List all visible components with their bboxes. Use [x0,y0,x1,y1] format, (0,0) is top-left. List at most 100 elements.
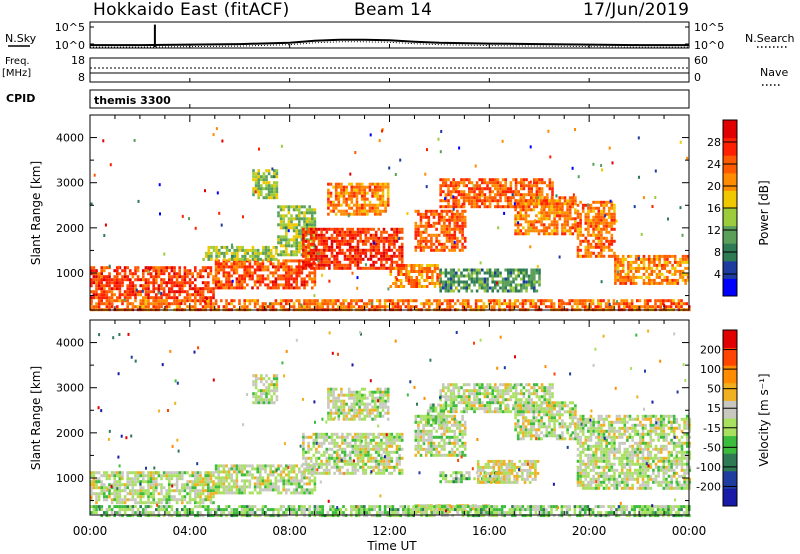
data-cell [366,209,369,213]
data-cell [335,257,339,261]
data-cell [131,477,135,481]
data-cell [175,477,179,481]
data-cell [162,302,166,306]
data-cell [160,272,163,276]
data-cell [165,495,168,499]
data-cell [207,266,210,270]
data-cell [643,305,647,309]
data-cell [517,193,520,197]
data-cell [381,194,385,198]
data-cell [447,277,450,281]
data-cell [519,211,523,215]
data-cell [514,199,517,203]
data-cell [149,501,153,505]
data-cell [452,190,455,194]
data-speckle [204,189,206,193]
data-cell [298,250,301,254]
data-cell [173,272,176,276]
data-cell [333,227,336,231]
data-cell [181,483,184,487]
data-cell [614,263,617,267]
data-cell [535,226,538,230]
data-cell [571,223,575,227]
data-cell [568,229,572,233]
data-cell [103,290,106,294]
data-cell [386,194,390,198]
data-cell [168,293,171,297]
data-cell [157,498,161,502]
data-cell [259,473,262,477]
data-cell [462,280,466,284]
data-cell [252,383,255,387]
data-cell [300,485,304,489]
data-cell [571,202,575,206]
data-cell [298,241,301,245]
data-cell [308,482,311,486]
data-cell [673,260,677,264]
data-cell [287,223,291,227]
data-cell [470,268,474,272]
data-speckle [381,129,383,133]
data-cell [212,296,215,300]
data-speckle [109,163,112,167]
data-cell [617,302,621,306]
data-speckle [356,276,359,280]
data-cell [230,488,233,492]
data-cell [103,293,106,297]
data-cell [338,465,342,469]
data-cell [282,485,285,489]
data-cell [243,271,246,275]
data-cell [303,277,306,281]
data-cell [514,217,517,221]
data-cell [372,254,375,258]
data-cell [353,185,356,189]
data-cell [453,233,457,237]
data-cell [581,209,585,213]
data-cell [348,260,352,264]
data-cell [300,238,304,242]
data-cell [222,485,226,489]
data-cell [317,248,321,252]
data-cell [201,498,205,502]
data-cell [452,202,455,206]
data-cell [152,501,155,505]
data-cell [188,474,192,478]
data-cell [105,266,109,270]
data-cell [110,483,114,487]
data-cell [305,476,309,480]
data-cell [257,395,260,399]
data-cell [157,269,161,273]
data-cell [225,473,228,477]
data-cell [338,468,342,472]
data-speckle [667,217,669,221]
data-cell [129,281,132,285]
data-cell [131,272,135,276]
data-cell [532,299,535,303]
data-cell [217,467,220,471]
data-cell [359,438,362,442]
data-cell [442,178,445,182]
data-cell [209,498,213,502]
data-cell [342,185,346,189]
data-cell [309,435,313,439]
data-cell [460,205,463,209]
data-cell [287,268,291,272]
data-cell [248,271,252,275]
data-cell [170,302,174,306]
data-speckle [103,234,106,237]
data-cell [311,491,314,495]
data-cell [290,283,293,287]
data-cell [105,471,109,475]
data-cell [175,489,179,493]
data-cell [494,280,497,284]
data-cell [116,305,119,309]
data-cell [256,302,259,306]
data-cell [676,263,680,267]
data-cell [186,305,189,309]
data-cell [395,230,399,234]
data-cell [579,230,582,234]
data-cell [480,305,483,309]
data-cell [382,248,386,252]
data-cell [412,267,416,270]
data-cell [506,305,509,309]
